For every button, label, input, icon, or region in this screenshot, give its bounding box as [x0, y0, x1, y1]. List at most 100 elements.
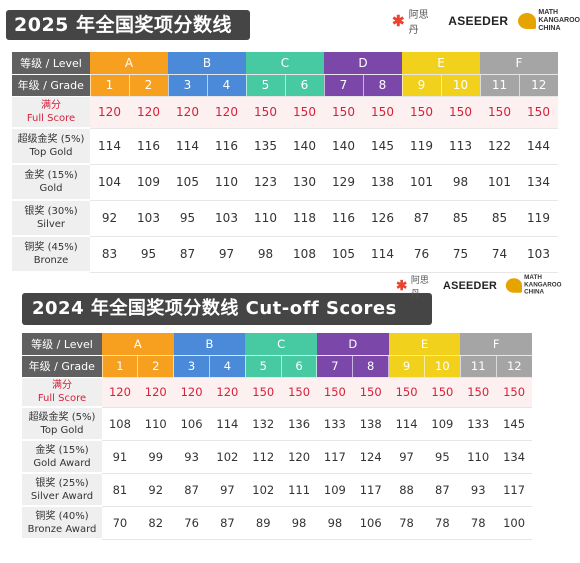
score-cell: 82 [137, 506, 174, 540]
score-cell: 132 [245, 407, 282, 441]
level-a: A [102, 333, 174, 356]
kangaroo-icon [506, 278, 523, 293]
grade-6: 6 [280, 355, 317, 378]
score-cell: 98 [281, 506, 317, 540]
level-f: F [460, 333, 532, 356]
grade-9: 9 [388, 355, 425, 378]
score-cell: 134 [496, 440, 532, 474]
score-cell: 81 [102, 473, 138, 507]
grade-3: 3 [167, 74, 207, 97]
score-cell: 150 [519, 96, 558, 129]
score-cell: 89 [245, 506, 282, 540]
award-label-en: Full Score [37, 392, 87, 404]
score-cell: 113 [441, 128, 480, 165]
score-cell: 97 [388, 440, 425, 474]
score-cell: 145 [496, 407, 532, 441]
score-cell: 150 [424, 377, 461, 408]
grade-header-label: 年级 / Grade [12, 74, 90, 97]
score-cell: 145 [363, 128, 402, 165]
award-label: 满分 Full Score [12, 96, 90, 129]
level-header-row: 等级 / Level A B C D E F [22, 333, 532, 356]
score-cell: 83 [90, 236, 129, 273]
award-label-cn: 超级金奖 (5%) [17, 134, 85, 145]
asidan-logo-text: 阿思丹 [408, 10, 429, 36]
score-cell: 120 [168, 96, 207, 129]
award-label-en: Top Gold [29, 147, 73, 158]
score-cell: 129 [324, 164, 363, 201]
score-cell: 120 [129, 96, 168, 129]
score-cell: 76 [402, 236, 441, 273]
score-row: 超级金奖 (5%) Top Gold 108 110 106 114 132 136 133 13… [22, 407, 532, 441]
scores-table-2025: 等级 / Level A B C D E F 年级 / Grade 1 2 3 4 5 6 7 8 9 10 11 1… [12, 52, 558, 273]
score-cell: 114 [388, 407, 425, 441]
score-cell: 110 [246, 200, 285, 237]
grade-6: 6 [284, 74, 324, 97]
score-cell: 105 [168, 164, 207, 201]
score-cell: 140 [285, 128, 324, 165]
grade-header-row: 年级 / Grade 1 2 3 4 5 6 7 8 9 10 11 12 [12, 74, 558, 97]
award-label: 银奖 (25%) Silver Award [22, 473, 102, 507]
award-label: 银奖 (30%) Silver [12, 200, 90, 237]
award-label-en: Top Gold [40, 424, 84, 436]
score-cell: 110 [137, 407, 174, 441]
score-cell: 93 [173, 440, 210, 474]
score-cell: 150 [316, 377, 353, 408]
score-cell: 150 [324, 96, 363, 129]
score-cell: 88 [388, 473, 425, 507]
level-header-label: 等级 / Level [12, 52, 90, 75]
score-cell: 109 [129, 164, 168, 201]
score-cell: 120 [209, 377, 246, 408]
award-label-cn: 金奖 (15%) [24, 170, 78, 181]
score-cell: 108 [285, 236, 324, 273]
award-label-cn: 银奖 (30%) [24, 206, 78, 217]
grade-10: 10 [423, 355, 461, 378]
asidan-logo-text: 阿思丹 [410, 275, 429, 299]
score-cell: 144 [519, 128, 558, 165]
score-cell: 150 [281, 377, 317, 408]
score-cell: 114 [209, 407, 246, 441]
award-label-en: Silver Award [30, 490, 94, 502]
score-cell: 98 [441, 164, 480, 201]
score-cell: 134 [519, 164, 558, 201]
score-cell: 116 [324, 200, 363, 237]
award-label-cn: 满分 [41, 99, 61, 111]
score-cell: 87 [402, 200, 441, 237]
level-c: C [246, 52, 324, 75]
award-label-cn: 满分 [52, 379, 72, 391]
award-label-en: Full Score [26, 112, 76, 124]
grade-4: 4 [208, 355, 246, 378]
grade-12: 12 [495, 355, 532, 378]
score-cell: 87 [424, 473, 461, 507]
asidan-logo-icon: ✱ [392, 13, 405, 30]
sponsor-logos-top: ✱ 阿思丹 ASEEDER MATH KANGAROO CHINA [392, 6, 580, 36]
score-cell: 110 [460, 440, 497, 474]
score-cell: 100 [496, 506, 532, 540]
score-cell: 74 [480, 236, 519, 273]
level-a: A [90, 52, 168, 75]
score-cell: 150 [352, 377, 389, 408]
score-cell: 130 [285, 164, 324, 201]
score-cell: 117 [316, 440, 353, 474]
score-row: 金奖 (15%) Gold 104 109 105 110 123 130 129 138 101 9… [12, 164, 558, 201]
score-cell: 140 [324, 128, 363, 165]
level-d: D [324, 52, 402, 75]
award-label-cn: 铜奖 (45%) [24, 242, 78, 253]
score-cell: 92 [137, 473, 174, 507]
score-cell: 95 [424, 440, 461, 474]
score-cell: 103 [519, 236, 558, 273]
award-label: 铜奖 (45%) Bronze [12, 236, 90, 273]
score-cell: 78 [424, 506, 461, 540]
score-row: 铜奖 (40%) Bronze Award 70 82 76 87 89 98 98 106 78 7… [22, 506, 532, 540]
grade-11: 11 [459, 355, 497, 378]
award-label: 金奖 (15%) Gold Award [22, 440, 102, 474]
score-cell: 102 [245, 473, 282, 507]
score-cell: 111 [281, 473, 317, 507]
score-cell: 98 [246, 236, 285, 273]
score-row: 银奖 (25%) Silver Award 81 92 87 97 102 111 109 117… [22, 473, 532, 507]
score-cell: 120 [137, 377, 174, 408]
level-c: C [245, 333, 317, 356]
grade-header-row: 年级 / Grade 1 2 3 4 5 6 7 8 9 10 11 12 [22, 355, 532, 378]
score-cell: 98 [316, 506, 353, 540]
award-label: 超级金奖 (5%) Top Gold [12, 128, 90, 165]
score-cell: 122 [480, 128, 519, 165]
